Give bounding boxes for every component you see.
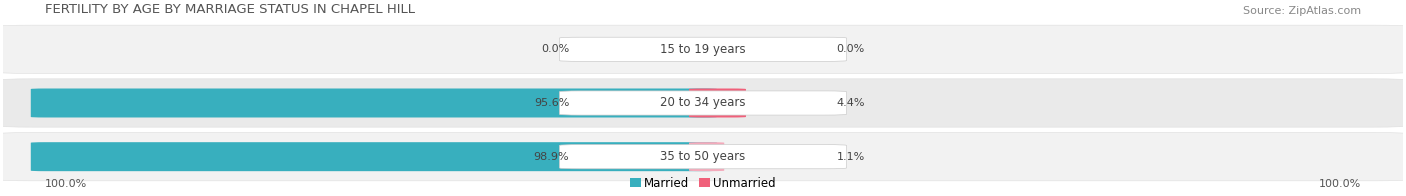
FancyBboxPatch shape (560, 145, 846, 169)
Text: 100.0%: 100.0% (45, 179, 87, 189)
FancyBboxPatch shape (31, 89, 717, 117)
Text: 100.0%: 100.0% (1319, 179, 1361, 189)
FancyBboxPatch shape (560, 37, 846, 61)
FancyBboxPatch shape (0, 132, 1406, 181)
Text: 95.6%: 95.6% (534, 98, 569, 108)
Text: 1.1%: 1.1% (837, 152, 865, 162)
FancyBboxPatch shape (0, 79, 1406, 127)
FancyBboxPatch shape (0, 25, 1406, 74)
Text: 0.0%: 0.0% (541, 44, 569, 54)
FancyBboxPatch shape (31, 142, 717, 171)
Text: 35 to 50 years: 35 to 50 years (661, 150, 745, 163)
FancyBboxPatch shape (689, 89, 747, 117)
Text: 4.4%: 4.4% (837, 98, 865, 108)
Text: FERTILITY BY AGE BY MARRIAGE STATUS IN CHAPEL HILL: FERTILITY BY AGE BY MARRIAGE STATUS IN C… (45, 3, 415, 16)
FancyBboxPatch shape (560, 91, 846, 115)
Text: 20 to 34 years: 20 to 34 years (661, 96, 745, 110)
Text: Source: ZipAtlas.com: Source: ZipAtlas.com (1243, 6, 1361, 16)
Text: 0.0%: 0.0% (837, 44, 865, 54)
Text: 15 to 19 years: 15 to 19 years (661, 43, 745, 56)
Legend: Married, Unmarried: Married, Unmarried (626, 172, 780, 195)
FancyBboxPatch shape (689, 142, 724, 171)
Text: 98.9%: 98.9% (534, 152, 569, 162)
